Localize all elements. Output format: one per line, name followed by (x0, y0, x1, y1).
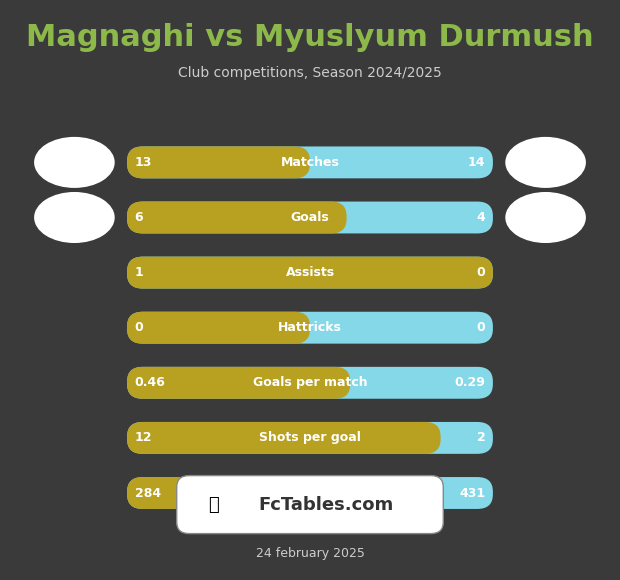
Ellipse shape (34, 137, 115, 188)
Ellipse shape (34, 192, 115, 243)
Text: Assists: Assists (285, 266, 335, 279)
FancyBboxPatch shape (127, 146, 310, 179)
FancyBboxPatch shape (127, 312, 310, 343)
Text: 0: 0 (135, 321, 143, 334)
FancyBboxPatch shape (177, 476, 443, 534)
Text: 431: 431 (459, 487, 485, 499)
Text: Club competitions, Season 2024/2025: Club competitions, Season 2024/2025 (178, 66, 442, 79)
FancyBboxPatch shape (127, 146, 493, 179)
Text: 📊: 📊 (208, 495, 219, 514)
FancyBboxPatch shape (127, 477, 493, 509)
Ellipse shape (505, 192, 586, 243)
Text: Matches: Matches (281, 156, 339, 169)
Text: 284: 284 (135, 487, 161, 499)
Text: 0: 0 (477, 321, 485, 334)
Text: Magnaghi vs Myuslyum Durmush: Magnaghi vs Myuslyum Durmush (26, 23, 594, 52)
FancyBboxPatch shape (127, 201, 493, 233)
FancyBboxPatch shape (127, 477, 272, 509)
FancyBboxPatch shape (127, 312, 493, 343)
Text: 12: 12 (135, 432, 152, 444)
Text: 0.29: 0.29 (454, 376, 485, 389)
Text: 1: 1 (135, 266, 143, 279)
FancyBboxPatch shape (127, 422, 493, 454)
Text: 13: 13 (135, 156, 152, 169)
Text: 0.46: 0.46 (135, 376, 166, 389)
Text: 14: 14 (468, 156, 485, 169)
Text: 0: 0 (477, 266, 485, 279)
Text: Shots per goal: Shots per goal (259, 432, 361, 444)
Text: Goals per match: Goals per match (253, 376, 367, 389)
FancyBboxPatch shape (127, 256, 493, 288)
Text: Goals: Goals (291, 211, 329, 224)
FancyBboxPatch shape (127, 422, 441, 454)
Text: 6: 6 (135, 211, 143, 224)
Ellipse shape (505, 137, 586, 188)
FancyBboxPatch shape (127, 201, 347, 233)
FancyBboxPatch shape (127, 256, 493, 288)
Text: Min per goal: Min per goal (266, 487, 354, 499)
Text: 4: 4 (477, 211, 485, 224)
Text: 2: 2 (477, 432, 485, 444)
Text: 24 february 2025: 24 february 2025 (255, 548, 365, 560)
FancyBboxPatch shape (127, 367, 350, 399)
Text: Hattricks: Hattricks (278, 321, 342, 334)
FancyBboxPatch shape (127, 367, 493, 399)
Text: FcTables.com: FcTables.com (258, 495, 393, 514)
